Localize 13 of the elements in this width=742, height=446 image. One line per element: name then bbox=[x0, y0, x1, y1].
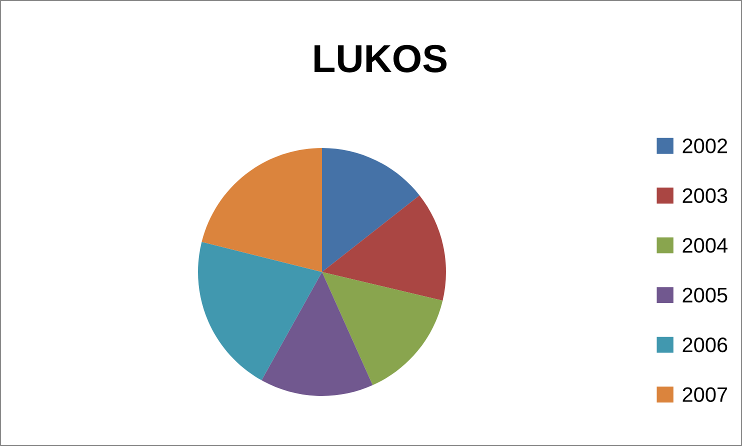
pie-slice bbox=[322, 148, 420, 272]
legend-label: 2003 bbox=[682, 188, 728, 204]
pie-slice bbox=[322, 195, 446, 301]
legend-label: 2005 bbox=[682, 288, 728, 303]
legend-label: 2006 bbox=[682, 338, 728, 352]
pie-slice bbox=[322, 272, 443, 386]
pie-slice bbox=[202, 148, 322, 272]
pie-slice bbox=[198, 242, 322, 380]
pie-slice bbox=[262, 272, 373, 396]
chart-title: LUKOS bbox=[314, 44, 447, 72]
legend-label: 2004 bbox=[682, 238, 728, 253]
legend-label: 2002 bbox=[682, 138, 728, 154]
legend-label: 2007 bbox=[682, 387, 728, 402]
